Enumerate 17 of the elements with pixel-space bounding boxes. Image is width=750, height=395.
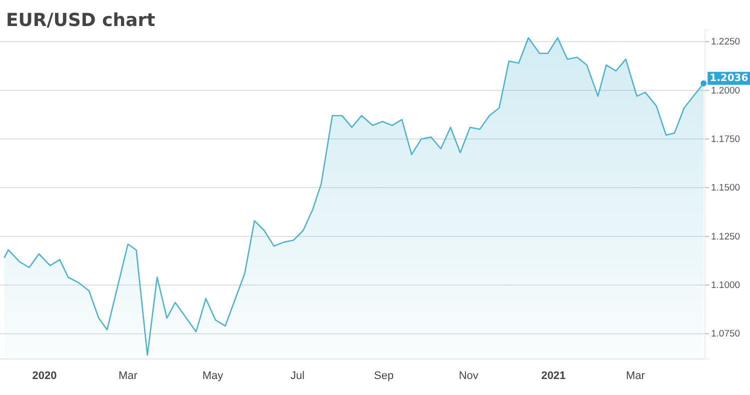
y-tick-label: 1.1750 [711, 134, 740, 146]
x-tick-label: Mar [118, 370, 138, 382]
x-tick-label: Jul [290, 370, 305, 382]
y-tick-label: 1.0750 [711, 328, 740, 340]
y-tick-label: 1.2000 [711, 85, 740, 96]
x-tick-label: Sep [374, 370, 394, 382]
chart-title: EUR/USD chart [6, 10, 156, 31]
y-tick-label: 1.1250 [711, 231, 740, 242]
x-tick-label: Nov [458, 370, 479, 382]
x-tick-label: 2020 [32, 370, 57, 382]
x-tick-label: 2021 [541, 370, 566, 382]
annotation: 1.2036 [710, 72, 748, 84]
y-tick-label: 1.1000 [711, 280, 740, 292]
x-tick-label: Mar [626, 370, 646, 382]
y-tick-label: 1.2250 [711, 36, 740, 48]
x-tick-label: May [202, 370, 224, 382]
y-tick-label: 1.1500 [711, 182, 740, 194]
